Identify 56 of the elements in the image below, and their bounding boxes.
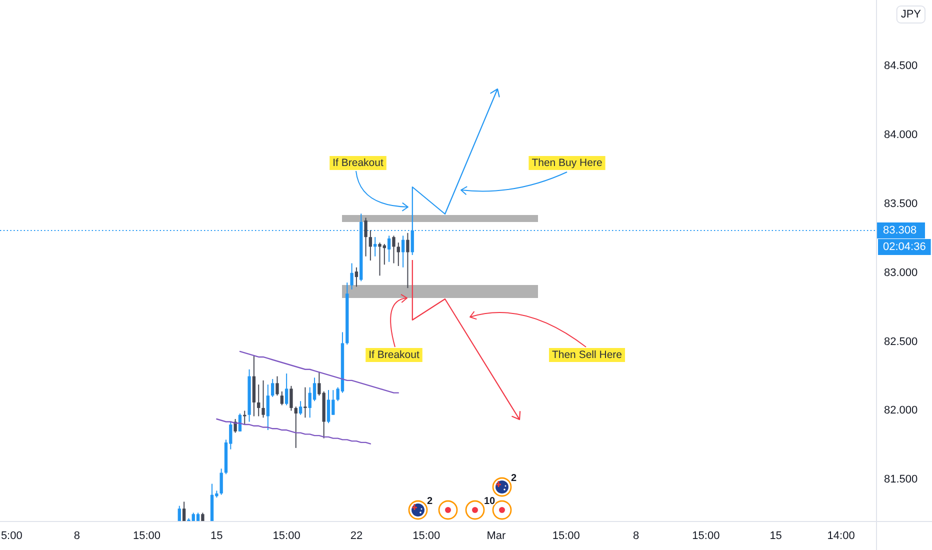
x-tick-label: 15:00: [133, 530, 161, 542]
candlestick: [178, 505, 181, 521]
annotation: Then Sell Here: [552, 349, 622, 361]
x-tick-label: 15:00: [412, 530, 440, 542]
x-tick-label: 22: [350, 530, 363, 542]
x-tick-label: Mar: [486, 530, 506, 542]
candlestick: [266, 384, 270, 431]
x-tick-label: 14:00: [827, 530, 855, 542]
annotation: 10: [484, 496, 496, 506]
candlestick: [304, 386, 307, 418]
y-tick-label: 84.000: [884, 129, 918, 142]
candlestick: [326, 390, 330, 424]
candlestick: [262, 380, 265, 418]
annotation: If Breakout: [368, 349, 420, 361]
candlestick: [220, 468, 223, 496]
candlestick: [234, 418, 237, 434]
candlestick: [294, 406, 298, 448]
candlestick: [364, 217, 368, 257]
candlestick: [368, 230, 372, 261]
y-axis-title: JPY: [900, 8, 922, 20]
y-tick-label: 82.500: [884, 336, 918, 348]
candlestick: [401, 235, 405, 268]
x-tick-label: 15:00: [552, 530, 580, 542]
candlestick: [257, 384, 260, 417]
x-tick-label: 15:00: [272, 530, 300, 542]
candlestick: [182, 501, 186, 521]
line-series: [216, 418, 372, 444]
x-tick-label: 15: [770, 530, 782, 542]
x-tick-label: 15:00: [692, 530, 720, 542]
candlestick: [284, 373, 288, 406]
annotation: Then Buy Here: [532, 157, 602, 169]
candlestick: [406, 232, 410, 289]
candlestick: [290, 385, 293, 412]
candlestick: [271, 378, 274, 398]
x-tick-label: 8: [632, 530, 640, 542]
ref-line-label: 83.308: [883, 224, 917, 236]
candlestick: [280, 390, 284, 406]
y-tick-label: 83.500: [884, 198, 918, 210]
candlestick: [392, 235, 396, 264]
x-tick-label: 5:00: [0, 530, 22, 542]
y-tick-label: 83.000: [884, 266, 918, 279]
candlestick: [396, 242, 400, 267]
y-tick-label: 81.500: [884, 474, 918, 486]
annotation: 2: [427, 496, 433, 506]
text: 02:04:36: [883, 241, 926, 253]
candlestick: [276, 376, 279, 396]
x-tick-label: 15: [210, 530, 223, 542]
y-tick-label: 82.000: [884, 404, 918, 417]
candlestick: [350, 262, 354, 290]
candlestick: [387, 235, 391, 262]
candlestick: [354, 266, 358, 288]
candlestick: [298, 400, 302, 416]
annotation: If Breakout: [332, 157, 384, 169]
y-tick-label: 84.500: [884, 60, 918, 72]
annotation: 2: [511, 472, 517, 484]
x-tick-label: 8: [74, 530, 80, 542]
